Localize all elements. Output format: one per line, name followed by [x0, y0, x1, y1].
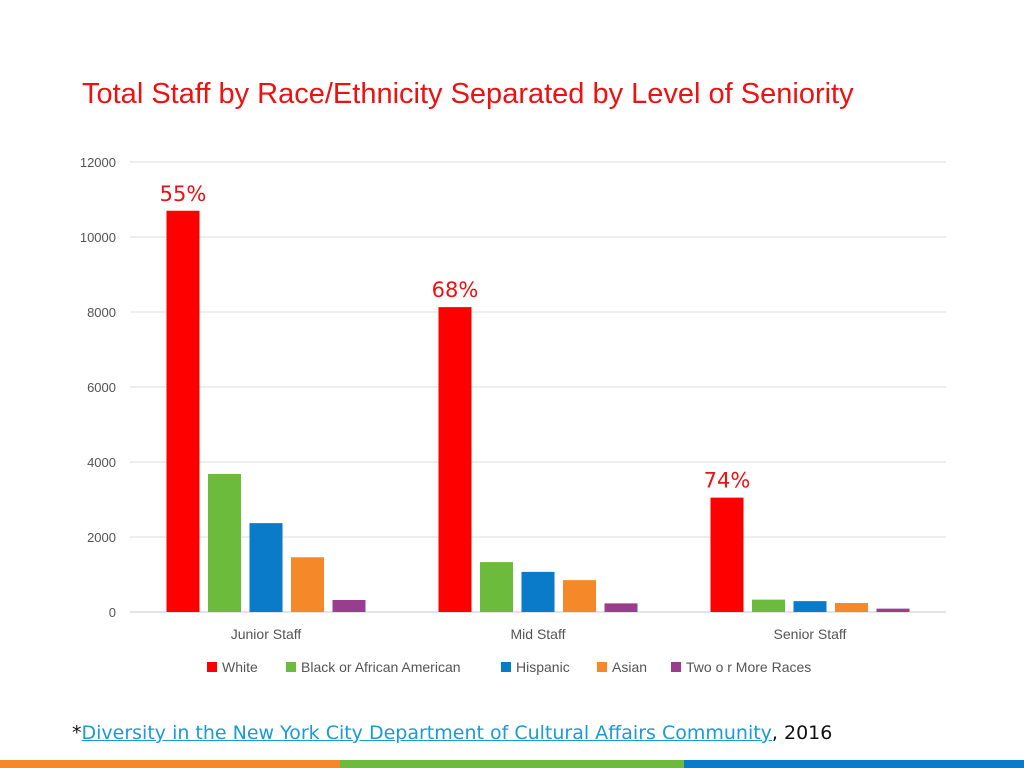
footnote: *Diversity in the New York City Departme… [72, 722, 832, 744]
y-tick-label: 12000 [80, 155, 116, 170]
bar-black-or-african-american [208, 474, 241, 612]
bar-asian [563, 580, 596, 612]
bottom-bar-segment [0, 760, 340, 768]
y-tick-label: 2000 [87, 530, 116, 545]
chart-title: Total Staff by Race/Ethnicity Separated … [82, 78, 854, 110]
y-tick-label: 8000 [87, 305, 116, 320]
bottom-bar-segment [340, 760, 684, 768]
y-tick-label: 4000 [87, 455, 116, 470]
bar-two-o-r-more-races [332, 600, 366, 612]
footnote-suffix: , 2016 [771, 722, 833, 744]
bar-two-o-r-more-races [876, 608, 910, 612]
bar-white [710, 497, 744, 612]
bar-black-or-african-american [480, 562, 513, 612]
bar-hispanic [793, 601, 827, 612]
legend-swatch [671, 662, 681, 672]
bottom-color-bar [0, 760, 1024, 768]
source-link[interactable]: Diversity in the New York City Departmen… [81, 722, 772, 744]
legend-label: Black or African American [301, 659, 461, 675]
legend-label: White [222, 659, 258, 675]
legend-label: Asian [612, 659, 647, 675]
bar-two-o-r-more-races [604, 603, 638, 612]
bar-hispanic [249, 523, 283, 612]
bar-chart: 0 2000 4000 6000 8000 10000 12000 55% Junior Sta… [80, 155, 946, 675]
legend-swatch [597, 662, 607, 672]
legend-swatch [501, 662, 511, 672]
y-tick-label: 10000 [80, 230, 116, 245]
x-category-label: Junior Staff [231, 626, 302, 642]
bar-white [438, 307, 472, 612]
x-category-label: Mid Staff [511, 626, 566, 642]
bottom-bar-segment [684, 760, 1024, 768]
percent-annotation: 74% [704, 469, 751, 493]
x-category-label: Senior Staff [774, 626, 847, 642]
bar-asian [835, 603, 868, 612]
legend-swatch [286, 662, 296, 672]
legend-label: Two o r More Races [686, 659, 811, 675]
legend-swatch [207, 662, 217, 672]
percent-annotation: 55% [160, 182, 207, 206]
bar-black-or-african-american [752, 599, 785, 612]
y-tick-label: 6000 [87, 380, 116, 395]
footnote-prefix: * [72, 722, 82, 744]
bar-hispanic [521, 571, 555, 612]
bar-white [166, 210, 200, 612]
y-tick-label: 0 [109, 605, 116, 620]
percent-annotation: 68% [432, 278, 479, 302]
bar-asian [291, 557, 324, 612]
legend-label: Hispanic [516, 659, 570, 675]
